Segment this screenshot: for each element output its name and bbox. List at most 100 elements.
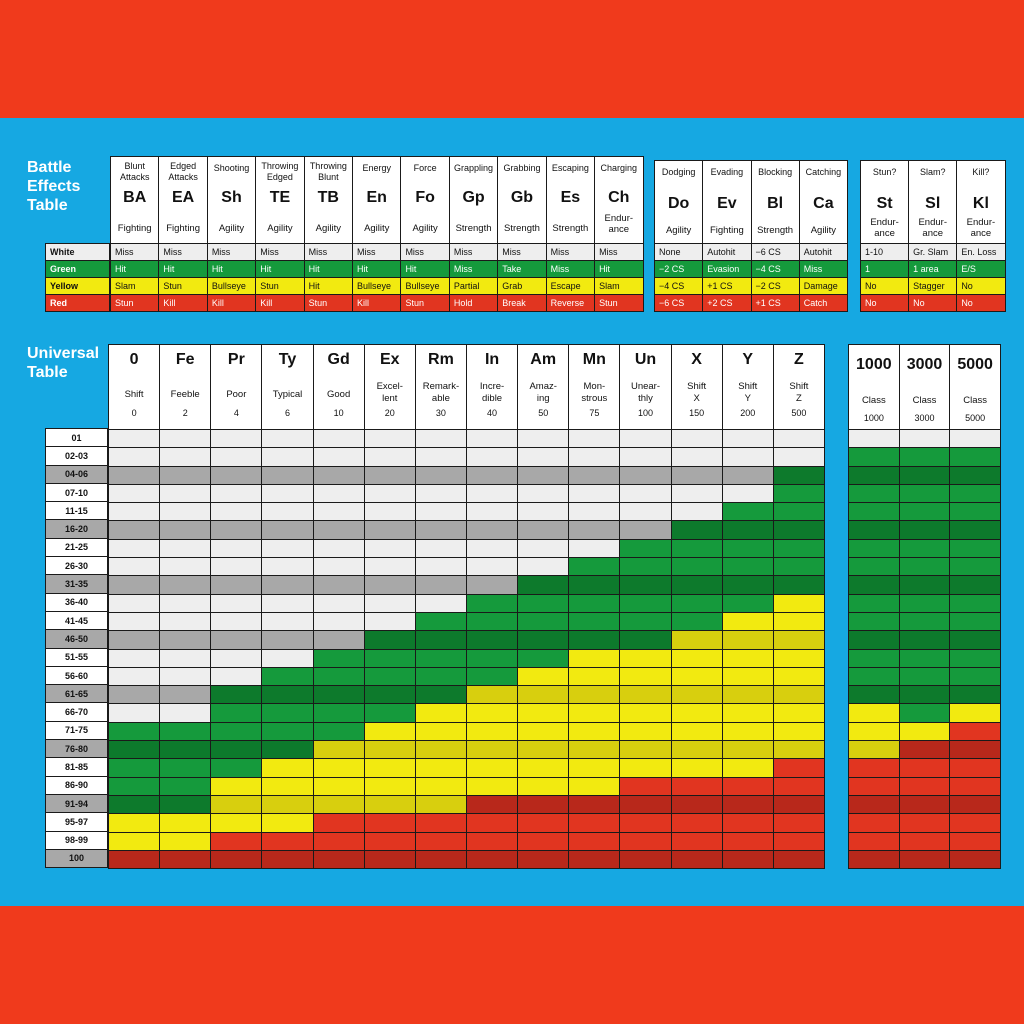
rank-name: Poor xyxy=(212,389,261,401)
universal-result-cell xyxy=(568,758,621,778)
universal-result-cell xyxy=(261,538,314,559)
rank-name: Shift X xyxy=(672,381,721,405)
battle-title-line: Effects xyxy=(27,178,81,195)
battle-column-code: Kl xyxy=(972,195,989,212)
universal-result-cell xyxy=(107,611,161,632)
universal-result-cell xyxy=(898,557,951,577)
universal-result-cell xyxy=(465,776,519,796)
rank-header-fe: Fe Feeble 2 xyxy=(159,344,212,430)
rank-header-am: Am Amaz-ing 50 xyxy=(517,344,570,430)
universal-result-cell xyxy=(772,776,826,796)
universal-result-cell xyxy=(949,813,1001,833)
universal-result-cell xyxy=(949,685,1001,705)
universal-result-cell xyxy=(363,428,416,449)
universal-result-cell xyxy=(670,502,723,522)
battle-result-cell: Stun xyxy=(109,294,160,312)
universal-result-cell xyxy=(210,483,263,504)
battle-column-header-es: Escaping Es Strength xyxy=(545,156,596,244)
universal-result-cell xyxy=(107,758,161,778)
rank-header-z: Z Shift Z 500 xyxy=(772,344,826,430)
universal-result-cell xyxy=(312,666,365,687)
battle-column-ability: ance xyxy=(874,228,895,239)
universal-result-cell xyxy=(898,428,951,449)
battle-result-cell: Evasion xyxy=(702,260,752,278)
universal-result-cell xyxy=(949,776,1001,796)
battle-column-header-ea: Edged Attacks EA Fighting xyxy=(158,156,208,244)
battle-column-header-gp: Grappling Gp Strength xyxy=(448,156,499,244)
battle-column-title: Throwing xyxy=(261,161,299,171)
universal-result-cell xyxy=(414,520,467,540)
universal-result-cell xyxy=(210,465,263,485)
universal-result-cell xyxy=(210,611,263,632)
universal-result-cell xyxy=(465,740,519,760)
rank-code: Fe xyxy=(175,351,195,368)
universal-result-cell xyxy=(517,721,570,742)
battle-column-title: Stun? xyxy=(872,167,897,177)
universal-result-cell xyxy=(159,666,212,687)
universal-result-cell xyxy=(949,794,1001,815)
rank-value: 150 xyxy=(689,408,705,418)
universal-result-cell xyxy=(312,648,365,668)
universal-result-cell xyxy=(414,465,467,485)
universal-result-cell xyxy=(465,758,519,778)
universal-result-cell xyxy=(619,813,672,833)
universal-result-cell xyxy=(312,611,365,632)
universal-result-cell xyxy=(898,575,951,595)
universal-result-cell xyxy=(848,428,900,449)
universal-result-cell xyxy=(949,483,1001,504)
rank-name-line: Class xyxy=(912,395,937,406)
battle-column-code: Sh xyxy=(221,189,242,206)
universal-result-cell xyxy=(363,593,416,613)
battle-column-header-ca: Catching Ca Agility xyxy=(798,160,849,244)
rank-header-ty: Ty Typical 6 xyxy=(261,344,314,430)
battle-result-cell: +2 CS xyxy=(702,294,752,312)
universal-result-cell xyxy=(568,538,621,559)
universal-result-cell xyxy=(312,428,365,449)
rank-name-line: Class xyxy=(963,395,988,406)
rank-code: Pr xyxy=(227,351,245,368)
universal-title-line: Table xyxy=(27,364,68,381)
universal-result-cell xyxy=(465,849,519,870)
rank-header-un: Un Unear-thly 100 xyxy=(619,344,672,430)
universal-result-cell xyxy=(210,666,263,687)
battle-column-title: Blunt xyxy=(318,172,339,182)
rank-name: Class xyxy=(900,395,949,407)
universal-result-cell xyxy=(312,758,365,778)
rank-value: 2 xyxy=(182,408,188,418)
universal-result-cell xyxy=(772,447,826,467)
rank-code: Rm xyxy=(428,351,454,368)
universal-result-cell xyxy=(363,813,416,833)
rank-name: Class xyxy=(951,395,1000,407)
universal-result-cell xyxy=(772,794,826,815)
universal-table-title: Universal Table xyxy=(27,344,99,382)
battle-column-header-ev: Evading Ev Fighting xyxy=(702,160,752,244)
universal-result-cell xyxy=(465,703,519,723)
universal-result-cell xyxy=(363,538,416,559)
universal-result-cell xyxy=(772,502,826,522)
universal-result-cell xyxy=(107,740,161,760)
universal-result-cell xyxy=(261,794,314,815)
universal-result-cell xyxy=(898,776,951,796)
universal-result-cell xyxy=(107,666,161,687)
universal-result-cell xyxy=(949,502,1001,522)
rank-name-line: thly xyxy=(638,393,653,404)
rank-code: Gd xyxy=(327,351,350,368)
battle-result-cell: Hit xyxy=(206,260,257,278)
universal-result-cell xyxy=(465,520,519,540)
rank-name: Amaz-ing xyxy=(519,381,568,405)
universal-result-cell xyxy=(261,703,314,723)
universal-result-cell xyxy=(465,557,519,577)
class-rank-table: 1000 Class 1000 3000 Class 3000 5000 Class 5000 xyxy=(848,344,1001,870)
universal-result-cell xyxy=(159,648,212,668)
universal-result-cell xyxy=(363,648,416,668)
universal-result-cell xyxy=(898,611,951,632)
battle-column-code: Gp xyxy=(462,189,485,206)
universal-result-cell xyxy=(568,666,621,687)
rank-name: Unear-thly xyxy=(621,381,670,405)
universal-result-cell xyxy=(721,611,774,632)
universal-result-cell xyxy=(721,703,774,723)
universal-result-cell xyxy=(619,831,672,851)
universal-result-cell xyxy=(261,465,314,485)
battle-result-cell: None xyxy=(653,243,704,261)
universal-result-cell xyxy=(414,538,467,559)
